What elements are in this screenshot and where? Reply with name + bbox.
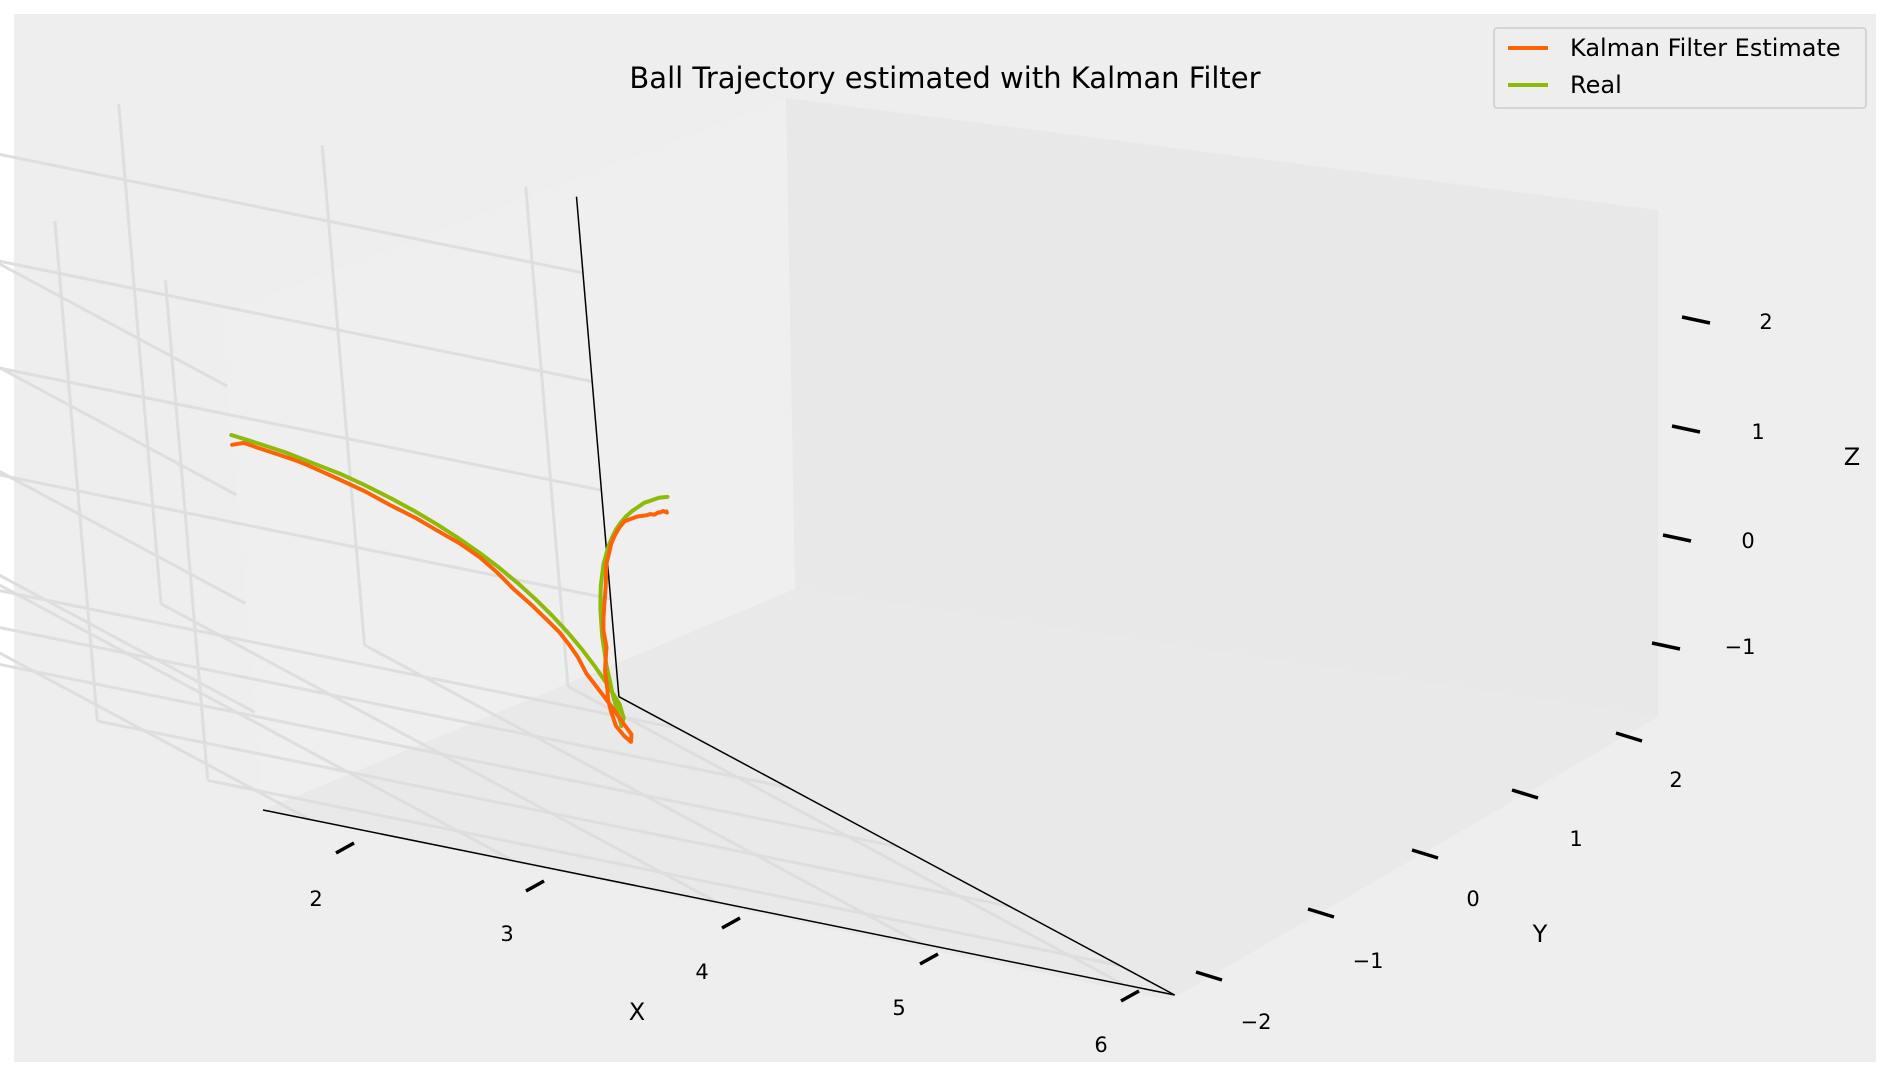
wall-grid-x	[524, 186, 570, 687]
wall-grid-y	[53, 220, 99, 722]
x-tick-label: 4	[695, 960, 708, 984]
y-tick-label: 2	[1669, 768, 1682, 792]
wall-grid-x	[117, 103, 163, 604]
z-axis-label: Z	[1844, 443, 1860, 471]
axis-lines	[262, 196, 1176, 996]
x-tick-label: 6	[1094, 1033, 1107, 1057]
z-ticks: −1 0 1 2	[1651, 310, 1773, 659]
x-tick-mark	[525, 879, 545, 893]
z-axis-line	[575, 196, 620, 697]
y-tick-label: 1	[1569, 827, 1582, 851]
x-tick-mark	[1120, 989, 1140, 1003]
wall-grid-x	[320, 144, 366, 646]
y-tick-label: 0	[1466, 887, 1479, 911]
x-tick-label: 2	[309, 887, 322, 911]
z-tick-label: 2	[1759, 310, 1772, 334]
legend-box	[1493, 27, 1867, 109]
z-tick-label: −1	[1725, 635, 1756, 659]
x-tick-mark	[919, 952, 939, 966]
legend-label-real: Real	[1570, 71, 1622, 99]
y-tick-mark	[1307, 907, 1335, 919]
x-tick-label: 5	[892, 996, 905, 1020]
floor-grid-y	[207, 778, 1120, 967]
y-tick-label: −1	[1353, 949, 1384, 973]
z-tick-mark	[1681, 315, 1711, 325]
y-tick-mark	[1511, 788, 1539, 800]
wall-grid-z-left	[0, 262, 228, 388]
x-axis-label: X	[629, 998, 645, 1026]
wall-grid-y	[163, 280, 210, 781]
z-tick-label: 1	[1751, 420, 1764, 444]
legend: Kalman Filter Estimate Real	[1493, 27, 1867, 109]
wall-grid-z-right	[0, 366, 602, 492]
wall-grid-z-left	[0, 573, 256, 714]
wall-grid-z-left	[0, 366, 238, 497]
x-tick-mark	[335, 841, 355, 855]
legend-label-kalman: Kalman Filter Estimate	[1570, 34, 1841, 62]
grid-lines	[0, 103, 1125, 987]
floor-grid-y	[0, 626, 789, 789]
y-tick-mark	[1195, 970, 1223, 982]
floor-grid-y	[0, 589, 678, 730]
x-tick-mark	[721, 916, 741, 930]
back-pane-right	[786, 98, 1658, 717]
floor-grid-y	[0, 662, 899, 849]
y-tick-mark	[1411, 848, 1439, 860]
z-tick-mark	[1662, 533, 1692, 543]
x-axis-line	[262, 809, 1175, 996]
y-tick-mark	[1615, 731, 1643, 743]
z-tick-label: 0	[1741, 529, 1754, 553]
y-ticks: −2 −1 0 1 2	[1195, 731, 1683, 1034]
x-ticks: 2 3 4 5 6	[309, 841, 1140, 1057]
chart-title: Ball Trajectory estimated with Kalman Fi…	[629, 61, 1260, 95]
z-tick-mark	[1651, 641, 1681, 651]
y-axis-line	[618, 696, 1176, 996]
y-axis-label: Y	[1532, 920, 1548, 948]
series-lines	[229, 433, 670, 744]
x-tick-label: 3	[500, 922, 513, 946]
wall-grid-z-left	[0, 470, 247, 605]
floor-grid-y	[97, 719, 1010, 908]
wall-grid-z-right	[0, 473, 611, 601]
wall-grid-z-right	[0, 259, 593, 383]
series-line-kalman-estimate	[230, 440, 669, 744]
y-tick-label: −2	[1241, 1010, 1272, 1034]
wall-grid-z-right	[0, 152, 584, 275]
z-tick-mark	[1671, 424, 1701, 434]
